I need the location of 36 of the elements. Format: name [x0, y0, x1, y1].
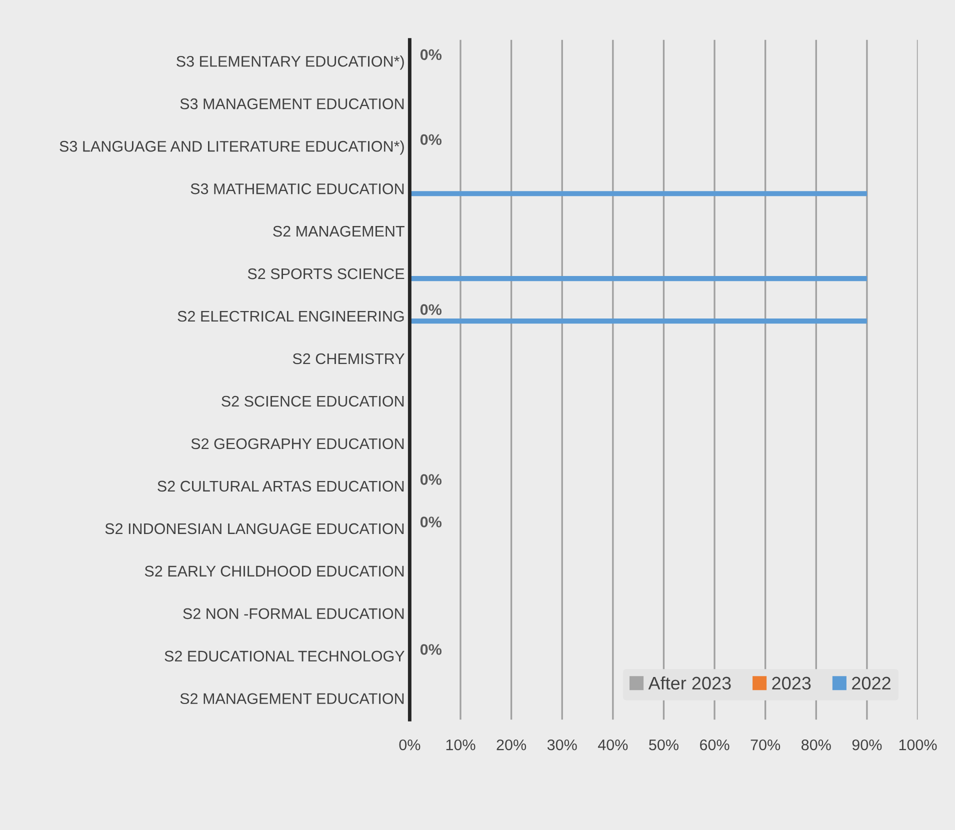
x-tick-label: 60% [700, 739, 730, 750]
legend-label: After 2023 [648, 676, 731, 690]
x-tick-label: 10% [446, 739, 476, 750]
y-tick-label: S2 GEOGRAPHY EDUCATION [191, 438, 404, 450]
x-tick-label: 90% [852, 739, 882, 750]
y-tick-label: S2 EDUCATIONAL TECHNOLOGY [164, 650, 404, 662]
x-tick-label: 0% [399, 739, 420, 750]
x-tick-label: 70% [750, 739, 780, 750]
data-label: 0% [420, 644, 442, 655]
y-tick-label: S3 MANAGEMENT EDUCATION [180, 98, 404, 110]
legend-label: 2023 [772, 676, 811, 690]
y-tick-label: S2 SCIENCE EDUCATION [222, 396, 404, 407]
y-tick-label: S2 CHEMISTRY [292, 353, 404, 364]
y-tick-label: S2 MANAGEMENT [273, 226, 404, 237]
y-tick-label: S2 INDONESIAN LANGUAGE EDUCATION [105, 523, 404, 534]
data-label: 0% [420, 474, 442, 485]
y-tick-label: S2 ELECTRICAL ENGINEERING [178, 310, 404, 322]
x-tick-label: 80% [802, 739, 831, 750]
data-label: 0% [420, 49, 442, 60]
y-tick-label: S2 NON -FORMAL EDUCATION [183, 608, 404, 620]
y-tick-label: S3 LANGUAGE AND LITERATURE EDUCATION*) [60, 140, 404, 155]
legend-label: 2022 [852, 676, 890, 690]
x-tick-label: 40% [598, 739, 628, 750]
x-tick-label: 50% [649, 739, 678, 750]
y-tick-label: S2 SPORTS SCIENCE [248, 268, 404, 280]
y-tick-label: S3 MATHEMATIC EDUCATION [190, 183, 404, 194]
y-tick-label: S3 ELEMENTARY EDUCATION*) [176, 56, 404, 70]
data-label: 0% [420, 516, 442, 528]
x-tick-label: 30% [547, 739, 577, 750]
y-tick-label: S2 EARLY CHILDHOOD EDUCATION [144, 566, 404, 577]
y-tick-label: S2 CULTURAL ARTAS EDUCATION [158, 480, 404, 492]
data-label: 0% [420, 134, 442, 146]
x-tick-label: 100% [899, 739, 937, 750]
data-label: 0% [420, 304, 442, 315]
x-tick-label: 20% [496, 739, 526, 750]
y-tick-label: S2 MANAGEMENT EDUCATION [180, 693, 404, 704]
